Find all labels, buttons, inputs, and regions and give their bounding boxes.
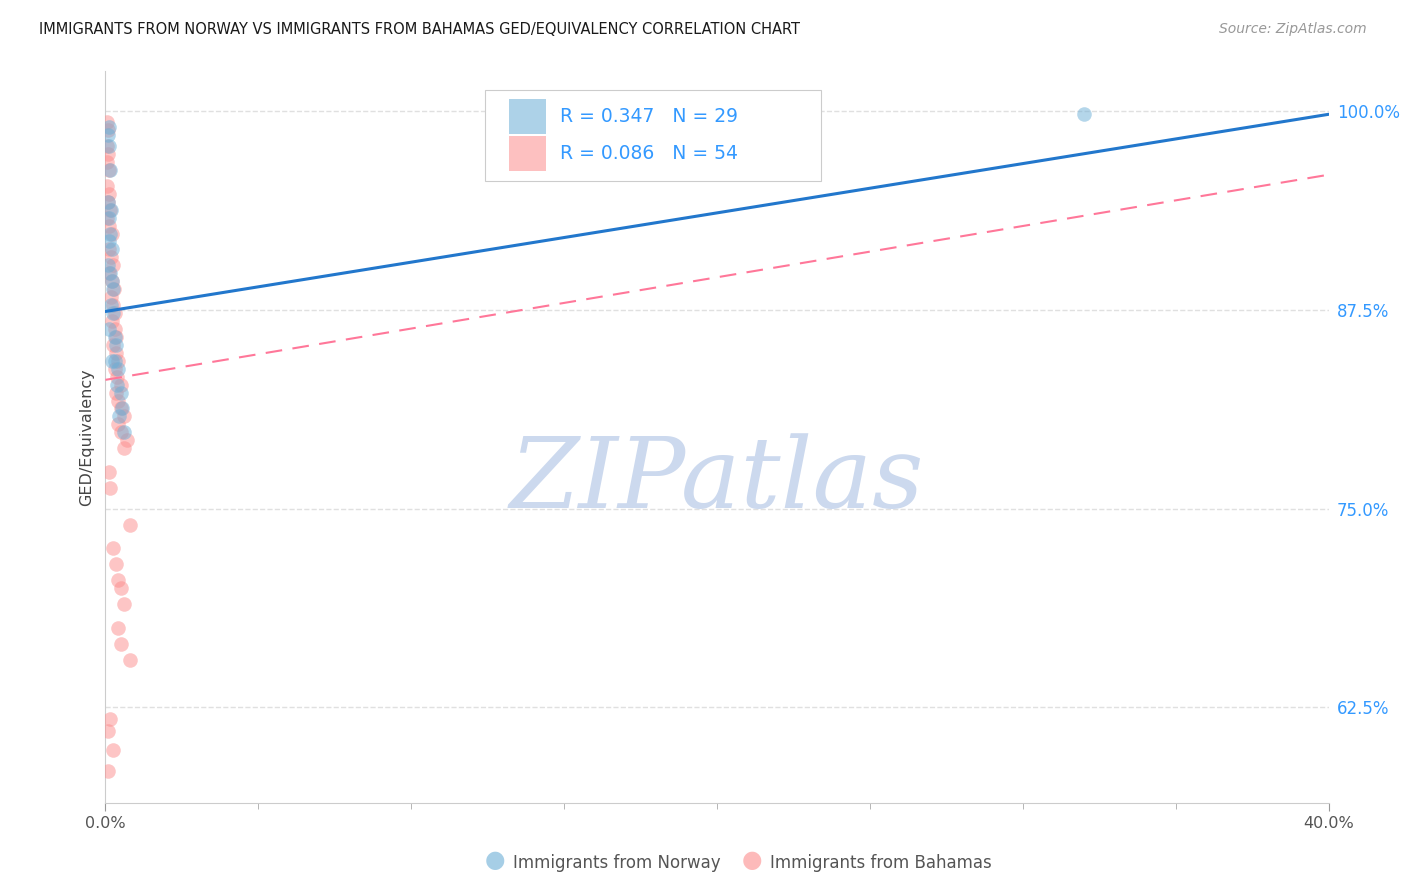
Point — [97, 235, 120, 249]
Text: R = 0.086   N = 54: R = 0.086 N = 54 — [561, 145, 738, 163]
Text: IMMIGRANTS FROM NORWAY VS IMMIGRANTS FROM BAHAMAS GED/EQUIVALENCY CORRELATION CH: IMMIGRANTS FROM NORWAY VS IMMIGRANTS FRO… — [39, 22, 800, 37]
Point — [118, 653, 141, 667]
Point — [96, 139, 118, 153]
Point — [98, 266, 121, 280]
Point — [97, 194, 120, 209]
Text: ZIPatlas: ZIPatlas — [510, 434, 924, 529]
Point — [97, 258, 120, 272]
Point — [103, 541, 125, 556]
Point — [1073, 107, 1095, 121]
Text: ●: ● — [742, 848, 762, 872]
Point — [98, 227, 121, 241]
Point — [100, 290, 122, 304]
Point — [103, 306, 125, 320]
Point — [112, 597, 135, 611]
Point — [97, 243, 120, 257]
Point — [98, 163, 121, 178]
Point — [104, 330, 127, 344]
Point — [112, 425, 135, 440]
Point — [97, 128, 120, 142]
Point — [97, 764, 120, 778]
Point — [98, 219, 121, 233]
Point — [107, 361, 129, 376]
Point — [104, 306, 127, 320]
Point — [112, 409, 135, 424]
Point — [100, 202, 122, 217]
Point — [105, 377, 128, 392]
Point — [98, 120, 121, 134]
Point — [96, 211, 118, 225]
Point — [103, 298, 125, 312]
Text: Source: ZipAtlas.com: Source: ZipAtlas.com — [1219, 22, 1367, 37]
Point — [96, 115, 118, 129]
Point — [107, 417, 129, 432]
Point — [101, 353, 124, 368]
Point — [98, 266, 121, 280]
Point — [105, 330, 128, 344]
Point — [98, 322, 121, 336]
Point — [104, 361, 127, 376]
Point — [110, 385, 132, 400]
Text: Immigrants from Norway: Immigrants from Norway — [513, 855, 721, 872]
Point — [706, 117, 728, 131]
Point — [104, 346, 127, 360]
Point — [108, 409, 131, 424]
Point — [96, 155, 118, 169]
Point — [97, 163, 120, 178]
Point — [118, 517, 141, 532]
Point — [110, 377, 132, 392]
Point — [110, 425, 132, 440]
Point — [98, 202, 121, 217]
Point — [105, 338, 128, 352]
Point — [100, 227, 122, 241]
Point — [110, 401, 132, 416]
Point — [98, 186, 121, 201]
Point — [98, 712, 121, 726]
Point — [107, 353, 129, 368]
Point — [104, 385, 127, 400]
Point — [104, 322, 127, 336]
Point — [97, 123, 120, 137]
Point — [107, 393, 129, 408]
Point — [110, 581, 132, 595]
Y-axis label: GED/Equivalency: GED/Equivalency — [79, 368, 94, 506]
Point — [112, 441, 135, 455]
Point — [105, 369, 128, 384]
Text: R = 0.347   N = 29: R = 0.347 N = 29 — [561, 107, 738, 127]
Point — [103, 338, 125, 352]
FancyBboxPatch shape — [509, 136, 546, 171]
Point — [97, 194, 120, 209]
Point — [100, 298, 122, 312]
Point — [98, 211, 121, 225]
Text: ●: ● — [485, 848, 505, 872]
Point — [101, 314, 124, 328]
Point — [101, 274, 124, 288]
Point — [97, 724, 120, 739]
Point — [103, 282, 125, 296]
Text: Immigrants from Bahamas: Immigrants from Bahamas — [770, 855, 993, 872]
Point — [111, 401, 134, 416]
Point — [104, 353, 127, 368]
Point — [104, 558, 127, 572]
Point — [107, 573, 129, 587]
Point — [97, 465, 120, 479]
Point — [101, 282, 124, 296]
FancyBboxPatch shape — [485, 90, 821, 181]
Point — [101, 258, 124, 272]
Point — [101, 743, 124, 757]
Point — [97, 139, 120, 153]
Point — [107, 621, 129, 635]
Point — [115, 434, 138, 448]
Point — [98, 481, 121, 495]
Point — [97, 147, 120, 161]
Point — [110, 637, 132, 651]
Point — [100, 274, 122, 288]
Point — [100, 251, 122, 265]
FancyBboxPatch shape — [509, 99, 546, 135]
Point — [100, 243, 122, 257]
Point — [96, 178, 118, 193]
